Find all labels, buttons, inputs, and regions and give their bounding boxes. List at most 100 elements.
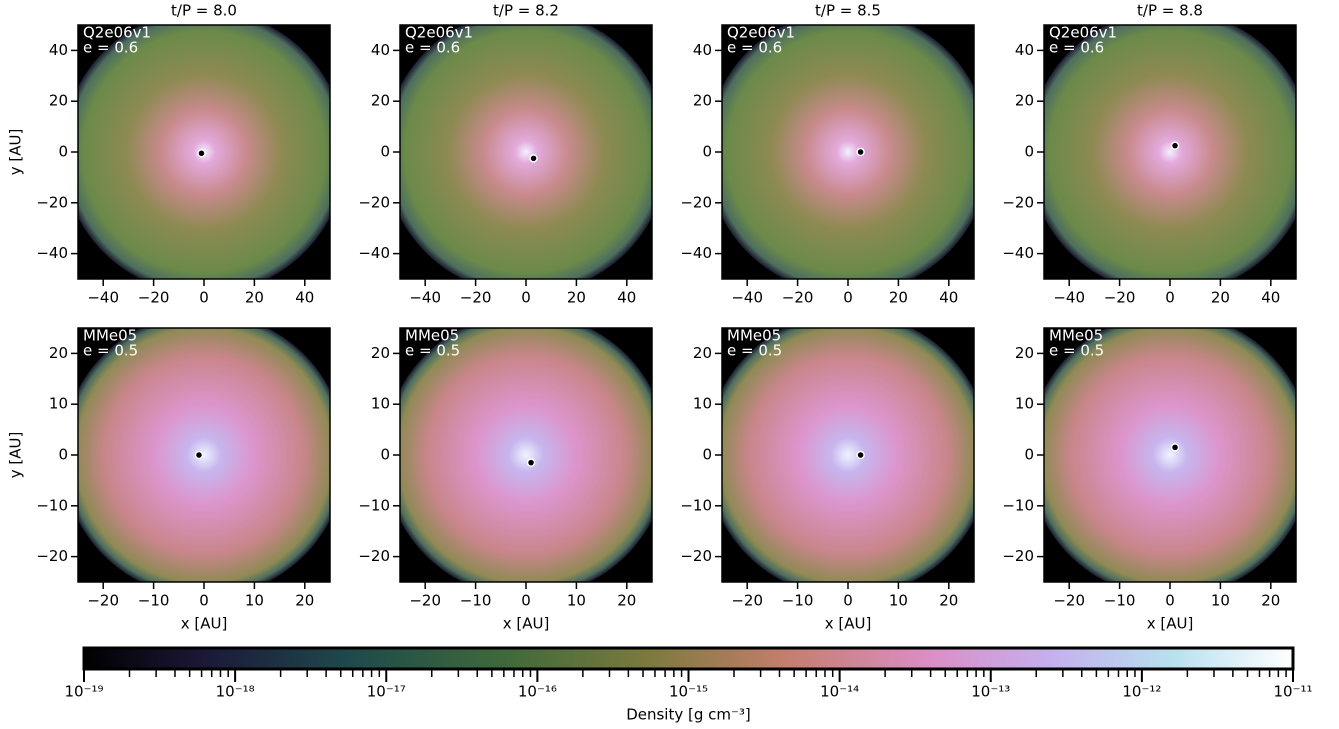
y-tick-label: 20 — [1015, 92, 1034, 110]
y-tick-label: −10 — [36, 496, 68, 514]
star — [529, 154, 538, 163]
star — [1170, 141, 1180, 150]
x-tick-label: 40 — [939, 289, 958, 307]
y-tick-label: 0 — [58, 143, 68, 161]
colorbar-tick-label: 10⁻¹² — [1122, 683, 1161, 701]
y-tick-label: 0 — [380, 143, 390, 161]
y-tick-label: −10 — [680, 496, 712, 514]
y-tick-label: 0 — [58, 446, 68, 464]
y-tick-label: −20 — [680, 193, 712, 211]
density-map — [722, 25, 974, 279]
x-tick-label: 0 — [521, 592, 531, 610]
x-tick-label: 20 — [889, 289, 908, 307]
x-tick-label: 20 — [617, 592, 636, 610]
x-tick-label: −20 — [460, 289, 492, 307]
x-tick-label: 40 — [295, 289, 314, 307]
colorbar-tick-label: 10⁻¹⁴ — [820, 683, 859, 701]
y-tick-label: −40 — [1002, 244, 1034, 262]
x-tick-label: −40 — [731, 289, 763, 307]
panel-label: MMe05 — [727, 327, 781, 345]
panel-label: Q2e06v1 — [1049, 24, 1117, 42]
star — [526, 458, 536, 467]
y-tick-label: −20 — [358, 193, 390, 211]
colorbar-tick-label: 10⁻¹⁵ — [669, 683, 708, 701]
x-tick-label: 10 — [245, 592, 264, 610]
colorbar-label: Density [g cm⁻³] — [626, 706, 751, 724]
y-tick-label: 20 — [693, 92, 712, 110]
x-tick-label: 20 — [567, 289, 586, 307]
x-tick-label: 10 — [1211, 592, 1230, 610]
density-map — [722, 328, 974, 582]
panel-label: MMe05 — [405, 327, 459, 345]
x-tick-label: −20 — [138, 289, 170, 307]
y-tick-label: 20 — [49, 92, 68, 110]
y-tick-label: 0 — [702, 143, 712, 161]
x-tick-label: −40 — [409, 289, 441, 307]
y-tick-label: 0 — [1024, 446, 1034, 464]
panel-sublabel: e = 0.5 — [1049, 342, 1104, 360]
x-tick-label: −20 — [731, 592, 763, 610]
x-axis-label: x [AU] — [1147, 615, 1194, 633]
x-axis-label: x [AU] — [825, 615, 872, 633]
y-tick-label: 0 — [702, 446, 712, 464]
y-tick-label: 20 — [49, 344, 68, 362]
x-tick-label: −20 — [1053, 592, 1085, 610]
y-tick-label: −20 — [36, 547, 68, 565]
x-tick-label: 10 — [889, 592, 908, 610]
x-tick-label: 10 — [567, 592, 586, 610]
x-tick-label: 0 — [199, 592, 209, 610]
y-tick-label: 20 — [371, 344, 390, 362]
colorbar-tick-label: 10⁻¹⁸ — [216, 683, 255, 701]
y-tick-label: −40 — [680, 244, 712, 262]
x-tick-label: 40 — [1261, 289, 1280, 307]
colorbar — [82, 646, 1295, 671]
x-tick-label: −40 — [1053, 289, 1085, 307]
x-tick-label: −20 — [409, 592, 441, 610]
star — [197, 149, 206, 158]
x-tick-label: −40 — [87, 289, 119, 307]
y-tick-label: 40 — [49, 41, 68, 59]
star — [856, 450, 865, 460]
panel-sublabel: e = 0.5 — [727, 342, 782, 360]
y-tick-label: −20 — [1002, 193, 1034, 211]
colorbar-tick-label: 10⁻¹⁹ — [64, 683, 103, 701]
x-tick-label: 0 — [843, 592, 853, 610]
y-tick-label: 0 — [1024, 143, 1034, 161]
y-tick-label: −20 — [36, 193, 68, 211]
x-tick-label: 20 — [1261, 592, 1280, 610]
panel-label: Q2e06v1 — [83, 24, 151, 42]
x-tick-label: 0 — [199, 289, 209, 307]
x-tick-label: 20 — [295, 592, 314, 610]
y-tick-label: 20 — [371, 92, 390, 110]
x-tick-label: −10 — [138, 592, 170, 610]
x-tick-label: 0 — [843, 289, 853, 307]
panel-sublabel: e = 0.6 — [727, 39, 782, 57]
x-tick-label: 20 — [245, 289, 264, 307]
y-tick-label: 40 — [371, 41, 390, 59]
density-map — [1044, 328, 1296, 582]
star — [1170, 443, 1180, 452]
x-tick-label: −10 — [782, 592, 814, 610]
panel-sublabel: e = 0.6 — [83, 39, 138, 57]
y-tick-label: −20 — [1002, 547, 1034, 565]
star — [194, 450, 204, 460]
x-axis-label: x [AU] — [503, 615, 550, 633]
panel-label: Q2e06v1 — [405, 24, 473, 42]
panel-sublabel: e = 0.5 — [83, 342, 138, 360]
panel-sublabel: e = 0.6 — [405, 39, 460, 57]
x-tick-label: −10 — [460, 592, 492, 610]
y-tick-label: 20 — [693, 344, 712, 362]
panel-sublabel: e = 0.5 — [405, 342, 460, 360]
panel-sublabel: e = 0.6 — [1049, 39, 1104, 57]
x-tick-label: −20 — [1104, 289, 1136, 307]
y-tick-label: 40 — [693, 41, 712, 59]
y-tick-label: 10 — [693, 395, 712, 413]
x-tick-label: 0 — [1165, 289, 1175, 307]
y-axis-label: y [AU] — [7, 432, 25, 479]
colorbar-tick-label: 10⁻¹³ — [971, 683, 1010, 701]
panel-title: t/P = 8.0 — [171, 2, 237, 20]
colorbar-tick-label: 10⁻¹⁶ — [518, 683, 557, 701]
density-map — [400, 25, 652, 279]
y-tick-label: 10 — [1015, 395, 1034, 413]
x-tick-label: 40 — [617, 289, 636, 307]
